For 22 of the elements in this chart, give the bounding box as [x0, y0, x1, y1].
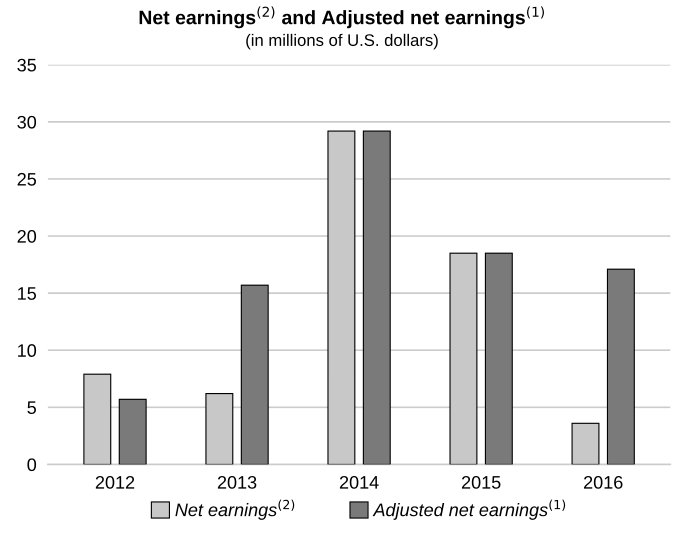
y-tick-label: 30: [17, 116, 36, 129]
y-tick-label: 5: [27, 401, 36, 414]
x-tick-label: 2013: [218, 476, 256, 489]
legend-label: Adjusted net earnings$^{(1)}$: [372, 500, 566, 520]
bar: [606, 268, 635, 464]
x-tick-label: 2016: [584, 476, 622, 489]
x-tick-label: 2012: [96, 476, 134, 489]
x-tick-label: 2014: [340, 476, 379, 489]
bar: [118, 398, 147, 464]
y-tick-label: 0: [27, 458, 36, 472]
chart-subtitle: (in millions of U.S. dollars): [246, 34, 438, 50]
y-tick-label: 25: [18, 172, 36, 186]
y-tick-label: 10: [18, 344, 36, 357]
y-tick-label: 35: [17, 58, 36, 72]
y-tick-label: 15: [18, 287, 36, 300]
legend-label: Net earnings$^{(2)}$: [175, 500, 294, 520]
bar: [240, 284, 269, 464]
bar: [362, 130, 391, 464]
y-tick-label: 20: [18, 230, 36, 243]
bar: [484, 252, 513, 464]
chart-title: Net earnings$^{(2)}$ and Adjusted net earnings$^{(1)}$: [140, 6, 544, 28]
x-tick-label: 2015: [462, 476, 500, 489]
